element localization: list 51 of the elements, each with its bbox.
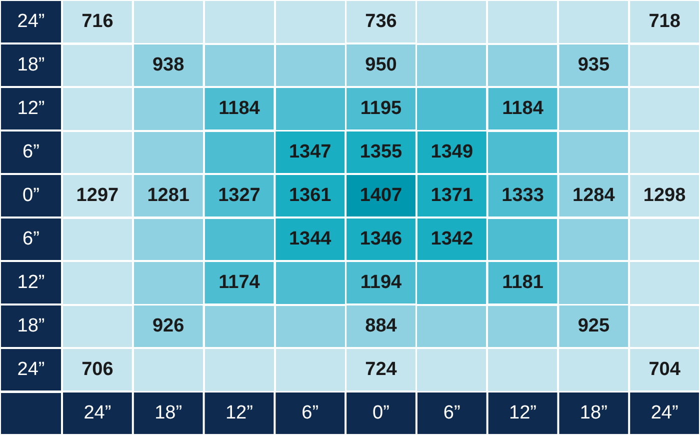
data-label: 938 [152, 54, 184, 76]
data-label: 935 [578, 54, 610, 76]
y-tick-label: 12” [17, 272, 45, 293]
data-label: 884 [365, 315, 398, 336]
x-tick-label: 18” [154, 402, 182, 424]
data-label: 925 [578, 315, 610, 336]
data-label: 1349 [430, 141, 474, 162]
x-tick-label: 12” [225, 402, 253, 424]
data-label: 1342 [430, 228, 474, 250]
data-label: 1407 [360, 184, 402, 206]
data-label: 704 [648, 358, 681, 380]
data-label: 1174 [218, 272, 260, 293]
y-tick-label: 18” [17, 54, 45, 76]
data-label: 950 [365, 54, 397, 76]
data-label: 1347 [288, 141, 332, 162]
data-label: 1327 [218, 184, 260, 206]
data-label: 1361 [288, 184, 332, 206]
x-tick-label: 18” [580, 402, 608, 424]
x-tick-label: 6” [302, 402, 319, 424]
data-label: 1344 [288, 228, 332, 250]
data-label: 1297 [76, 184, 119, 206]
x-tick-label: 12” [509, 402, 537, 424]
y-tick-label: 24” [17, 10, 45, 32]
y-tick-label: 18” [17, 315, 45, 336]
data-label: 1355 [360, 141, 403, 162]
data-label: 1184 [218, 98, 260, 119]
data-label: 718 [648, 10, 680, 32]
data-label: 1181 [502, 272, 544, 293]
data-label: 1371 [430, 184, 474, 206]
x-tick-label: 24” [650, 402, 678, 424]
data-label: 1194 [360, 272, 402, 293]
data-label: 1333 [502, 184, 544, 206]
data-label: 724 [365, 358, 398, 380]
data-label: 1298 [643, 184, 686, 206]
y-tick-label: 24” [17, 358, 45, 380]
y-tick-label: 6” [22, 228, 40, 250]
data-label: 736 [365, 10, 397, 32]
data-label: 706 [82, 358, 114, 380]
data-label: 1195 [360, 98, 402, 119]
x-tick-label: 0” [372, 402, 390, 424]
y-tick-label: 6” [22, 141, 40, 162]
data-label: 1184 [502, 98, 544, 119]
x-tick-label: 24” [84, 402, 112, 424]
data-label: 1346 [360, 228, 402, 250]
data-label: 1284 [572, 184, 616, 206]
data-label: 716 [82, 10, 114, 32]
x-tick-label: 6” [443, 402, 460, 424]
y-tick-label: 12” [17, 98, 45, 119]
data-label: 1281 [147, 184, 190, 206]
y-tick-label: 0” [22, 184, 40, 206]
data-label: 926 [152, 315, 184, 336]
